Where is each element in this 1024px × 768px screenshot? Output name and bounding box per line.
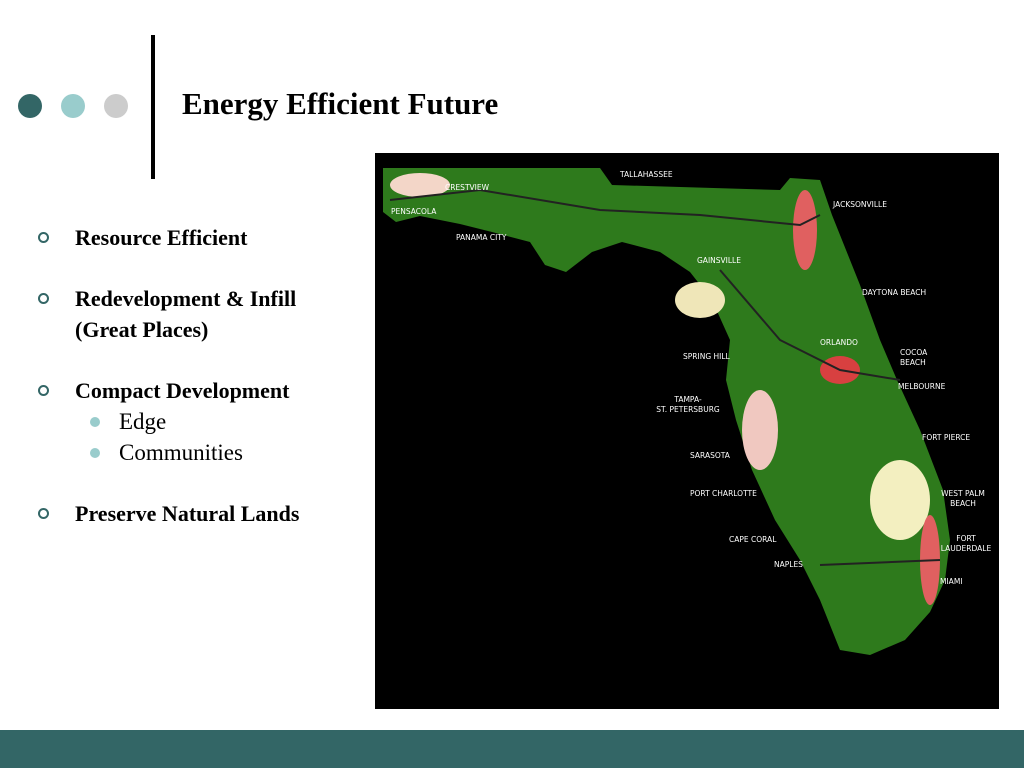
city-label: SPRING HILL [683, 352, 731, 361]
sub-bullet-marker [90, 448, 100, 458]
city-label: LAUDERDALE [941, 544, 992, 553]
dot [104, 94, 128, 118]
bullet-text: Resource Efficient [75, 225, 248, 250]
city-label: WEST PALM [941, 489, 985, 498]
city-label: DAYTONA BEACH [862, 288, 926, 297]
footer-band [0, 730, 1024, 768]
city-label: TAMPA- [673, 395, 702, 404]
sub-bullet: Communities [90, 437, 243, 468]
city-label: FORT PIERCE [922, 433, 970, 442]
city-label: COCOA [900, 348, 928, 357]
city-label: MIAMI [940, 577, 963, 586]
city-label: ORLANDO [820, 338, 858, 347]
city-label: PANAMA CITY [456, 233, 507, 242]
city-label: CAPE CORAL [729, 535, 777, 544]
bullet: Compact Development [38, 375, 290, 406]
bullet-marker [38, 232, 49, 243]
city-label: PORT CHARLOTTE [690, 489, 757, 498]
land-patch [870, 460, 930, 540]
city-label: BEACH [950, 499, 976, 508]
bullet-text: Compact Development [75, 378, 290, 403]
map: TALLAHASSEE CRESTVIEW PENSACOLA PANAMA CITY… [375, 153, 999, 709]
sub-bullet: Edge [90, 406, 167, 437]
city-label: JACKSONVILLE [832, 200, 887, 209]
bullet-marker [38, 293, 49, 304]
bullet-text: Preserve Natural Lands [75, 501, 300, 526]
sub-bullet-marker [90, 417, 100, 427]
city-label: NAPLES [774, 560, 803, 569]
bullet: Preserve Natural Lands [38, 498, 300, 529]
land-patch [675, 282, 725, 318]
dot [61, 94, 85, 118]
city-label: ST. PETERSBURG [656, 405, 720, 414]
city-label: MELBOURNE [898, 382, 946, 391]
title: Energy Efficient Future [182, 86, 499, 121]
urban [793, 190, 817, 270]
bullet: Resource Efficient [38, 222, 248, 253]
bullet-text: (Great Places) [75, 317, 209, 342]
city-label: BEACH [900, 358, 926, 367]
divider [151, 35, 155, 179]
city-label: CRESTVIEW [445, 183, 490, 192]
sub-bullet-text: Edge [119, 409, 167, 434]
city-label: PENSACOLA [391, 207, 437, 216]
bullet: Redevelopment & Infill (Great Places) [38, 283, 297, 345]
city-label: SARASOTA [690, 451, 731, 460]
sub-bullet-text: Communities [119, 440, 243, 465]
road [389, 188, 821, 227]
dot [18, 94, 42, 118]
road [719, 269, 901, 381]
bullet-marker [38, 508, 49, 519]
land [383, 168, 950, 655]
bullet-marker [38, 385, 49, 396]
city-label: TALLAHASSEE [619, 170, 673, 179]
bullet-text: Redevelopment & Infill [75, 286, 297, 311]
city-label: GAINSVILLE [697, 256, 741, 265]
city-label: FORT [956, 534, 976, 543]
land-patch [390, 173, 450, 197]
road [819, 559, 941, 566]
urban [742, 390, 778, 470]
